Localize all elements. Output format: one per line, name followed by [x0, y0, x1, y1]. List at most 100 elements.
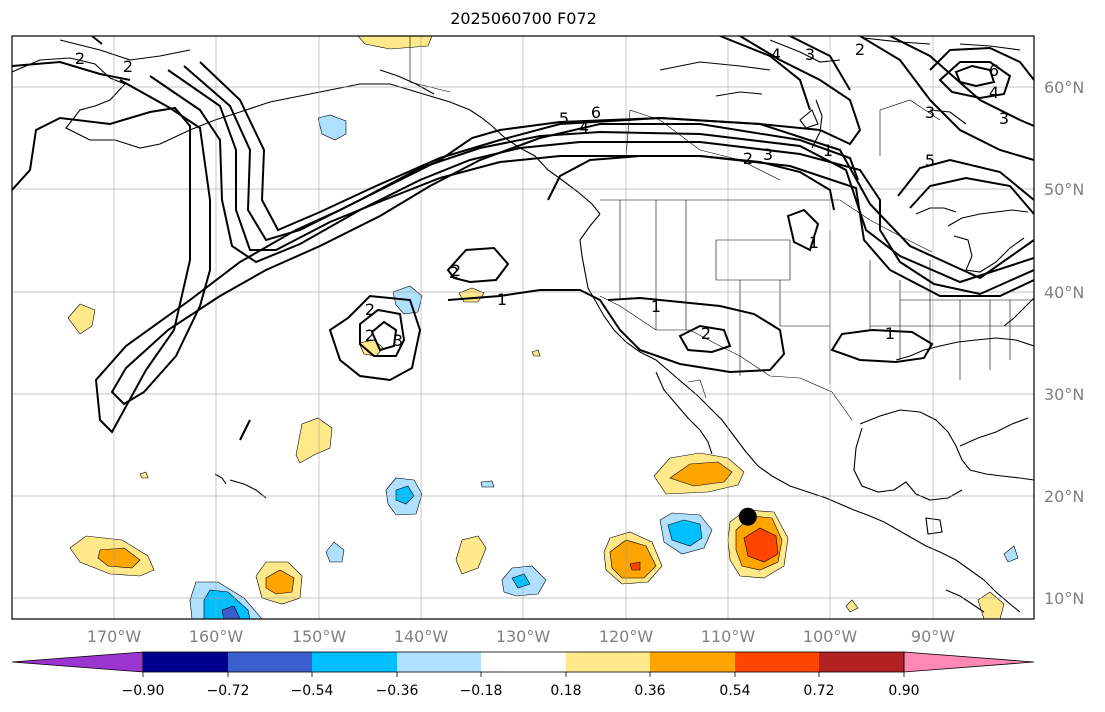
- colorbar-segment: [566, 652, 650, 672]
- anomaly-positive: [458, 287, 485, 303]
- contour-label: 2: [451, 261, 461, 280]
- contour-label: 4: [989, 83, 999, 102]
- lon-label: 90°W: [911, 627, 955, 646]
- contour-label: 1: [651, 297, 661, 316]
- colorbar-tick-label: −0.54: [291, 683, 334, 699]
- political-borders: [409, 36, 1034, 421]
- anomaly-negative: [317, 114, 347, 141]
- contour-label: 6: [591, 103, 601, 122]
- colorbar-extend-min: [11, 651, 144, 673]
- lon-label: 150°W: [292, 627, 347, 646]
- contour-label: 4: [771, 45, 781, 64]
- anomaly-positive: [357, 36, 433, 50]
- contour-label: 2: [365, 326, 375, 345]
- colorbar-tick-label: −0.18: [460, 683, 503, 699]
- contour-lines: [12, 36, 1034, 441]
- storm-position-marker: [738, 507, 757, 526]
- lon-label: 160°W: [189, 627, 244, 646]
- contour-label: 3: [763, 145, 773, 164]
- lon-label: 120°W: [599, 627, 654, 646]
- anomaly-positive: [669, 461, 733, 487]
- contour-label: 3: [999, 109, 1009, 128]
- anomaly-moderate-positive: [609, 539, 657, 579]
- colorbar-segment: [397, 652, 481, 672]
- anomaly-positive: [531, 349, 541, 357]
- map-frame: [11, 35, 1035, 620]
- colorbar-tick-label: 0.36: [634, 683, 665, 699]
- anomaly-positive: [67, 303, 96, 335]
- contour-label: 4: [579, 118, 589, 137]
- colorbar-tick-label: 0.54: [719, 683, 750, 699]
- contour-label: 3: [393, 331, 403, 350]
- colorbar-tick-label: −0.90: [122, 683, 165, 699]
- contour-label: 1: [497, 290, 507, 309]
- anomaly-positive: [139, 471, 149, 479]
- contour-label: 2: [365, 300, 375, 319]
- anomaly-strong-negative: [395, 485, 415, 505]
- latitude-labels: 60°N 50°N 40°N 30°N 20°N 10°N: [1044, 78, 1084, 608]
- lat-label: 50°N: [1044, 180, 1084, 199]
- contour-label: 2: [855, 40, 865, 59]
- anomaly-strong-negative: [203, 589, 251, 619]
- colorbar-tick-label: −0.72: [207, 683, 250, 699]
- lat-label: 10°N: [1044, 589, 1084, 608]
- contour-label: 2: [449, 263, 459, 282]
- lat-label: 40°N: [1044, 283, 1084, 302]
- colorbar-segment: [481, 652, 566, 672]
- anomaly-negative: [1003, 545, 1019, 563]
- contour-label: 1: [823, 141, 833, 160]
- contour-label: 3: [805, 45, 815, 64]
- anomaly-positive: [977, 591, 1005, 619]
- gridlines: [12, 36, 1034, 619]
- colorbar-tick-label: −0.36: [376, 683, 419, 699]
- anomaly-negative: [480, 480, 495, 488]
- lon-label: 100°W: [803, 627, 858, 646]
- contour-label: 2: [123, 57, 133, 76]
- anomaly-moderate-positive: [265, 569, 295, 595]
- lat-label: 60°N: [1044, 78, 1084, 97]
- colorbar-outline: [142, 651, 905, 673]
- anomaly-positive: [455, 535, 487, 575]
- lon-label: 130°W: [496, 627, 551, 646]
- lon-label: 110°W: [701, 627, 756, 646]
- contour-label: 3: [925, 103, 935, 122]
- colorbar-tick-label: 0.72: [803, 683, 834, 699]
- colorbar-ticks: [142, 672, 905, 677]
- colorbar-extend-max: [903, 651, 1035, 673]
- anomaly-strong-negative: [667, 519, 703, 547]
- lon-label: 140°W: [394, 627, 449, 646]
- shaded-field: [67, 36, 1019, 619]
- anomaly-strong-negative: [511, 573, 531, 589]
- colorbar-tick-label: 0.90: [888, 683, 919, 699]
- colorbar-segment: [143, 652, 228, 672]
- contour-label: 6: [989, 61, 999, 80]
- contour-label: 2: [75, 49, 85, 68]
- contour-label: 2: [701, 324, 711, 343]
- anomaly-positive: [295, 417, 333, 464]
- contour-labels: 2 2 1 1 2 1 2 2 2 3 5 6 4 2 3 4 3 2 6 4 …: [75, 40, 1009, 350]
- contour-label: 1: [809, 233, 819, 252]
- contour-label: 5: [925, 151, 935, 170]
- colorbar: −0.90 −0.72 −0.54 −0.36 −0.18 0.18 0.36 …: [11, 651, 1035, 699]
- contour-label: 2: [743, 149, 753, 168]
- contour-label: 5: [559, 109, 569, 128]
- colorbar-segment: [735, 652, 819, 672]
- anomaly-negative: [325, 541, 345, 563]
- lat-label: 20°N: [1044, 487, 1084, 506]
- colorbar-segment: [312, 652, 397, 672]
- colorbar-segment: [819, 652, 904, 672]
- map-title: 2025060700 F072: [450, 9, 597, 28]
- longitude-labels: 170°W 160°W 150°W 140°W 130°W 120°W 110°…: [87, 627, 955, 646]
- anomaly-moderate-positive: [97, 547, 141, 569]
- anomaly-moderate-negative: [221, 605, 241, 619]
- colorbar-segment: [650, 652, 735, 672]
- colorbar-segment: [228, 652, 312, 672]
- anomaly-strong-positive: [629, 561, 641, 571]
- colorbar-tick-label: 0.18: [550, 683, 581, 699]
- lon-label: 170°W: [87, 627, 142, 646]
- contour-label: 1: [885, 324, 895, 343]
- lat-label: 30°N: [1044, 385, 1084, 404]
- anomaly-positive: [845, 599, 859, 613]
- anomaly-strong-positive: [743, 527, 779, 563]
